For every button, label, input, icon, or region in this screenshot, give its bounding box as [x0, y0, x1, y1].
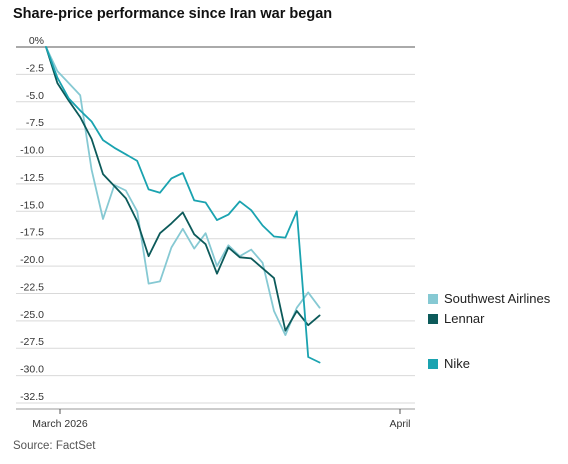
y-tick-label: -30.0 [20, 364, 44, 376]
y-tick-label: -7.5 [26, 117, 44, 129]
legend-label-nike: Nike [444, 356, 470, 371]
series-line-lennar [45, 46, 321, 332]
y-axis-ticks: 0% -2.5 -5.0 -7.5 -10.0 -12.5 -15.0 -17.5 -20.0 -… [20, 35, 44, 403]
y-tick-label: -20.0 [20, 254, 44, 266]
x-tick-label: March 2026 [32, 418, 88, 430]
series-lines [45, 46, 321, 364]
y-tick-label: -5.0 [26, 90, 44, 102]
legend-swatch-southwest-airlines [428, 294, 438, 304]
gridlines [16, 46, 415, 404]
line-chart: 0% -2.5 -5.0 -7.5 -10.0 -12.5 -15.0 -17.5 -20.0 -… [16, 35, 551, 430]
y-tick-label: -10.0 [20, 145, 44, 157]
series-line-nike [45, 46, 321, 364]
series-line-southwest-airlines [45, 46, 321, 337]
y-tick-label: -17.5 [20, 227, 44, 239]
legend-label-lennar: Lennar [444, 311, 485, 326]
y-tick-label: -22.5 [20, 281, 44, 293]
y-tick-label: -15.0 [20, 199, 44, 211]
legend: Southwest Airlines Lennar Nike [428, 291, 551, 371]
source-note: Source: FactSet [13, 440, 96, 452]
y-tick-label: 0% [29, 35, 44, 47]
legend-swatch-nike [428, 359, 438, 369]
y-tick-label: -2.5 [26, 62, 44, 74]
y-tick-label: -25.0 [20, 309, 44, 321]
x-tick-label: April [389, 418, 410, 430]
y-tick-label: -27.5 [20, 336, 44, 348]
legend-swatch-lennar [428, 314, 438, 324]
legend-label-southwest-airlines: Southwest Airlines [444, 291, 551, 306]
chart-title: Share-price performance since Iran war b… [13, 6, 333, 22]
y-tick-label: -32.5 [20, 391, 44, 403]
y-tick-label: -12.5 [20, 172, 44, 184]
x-axis: March 2026 April [16, 408, 415, 430]
